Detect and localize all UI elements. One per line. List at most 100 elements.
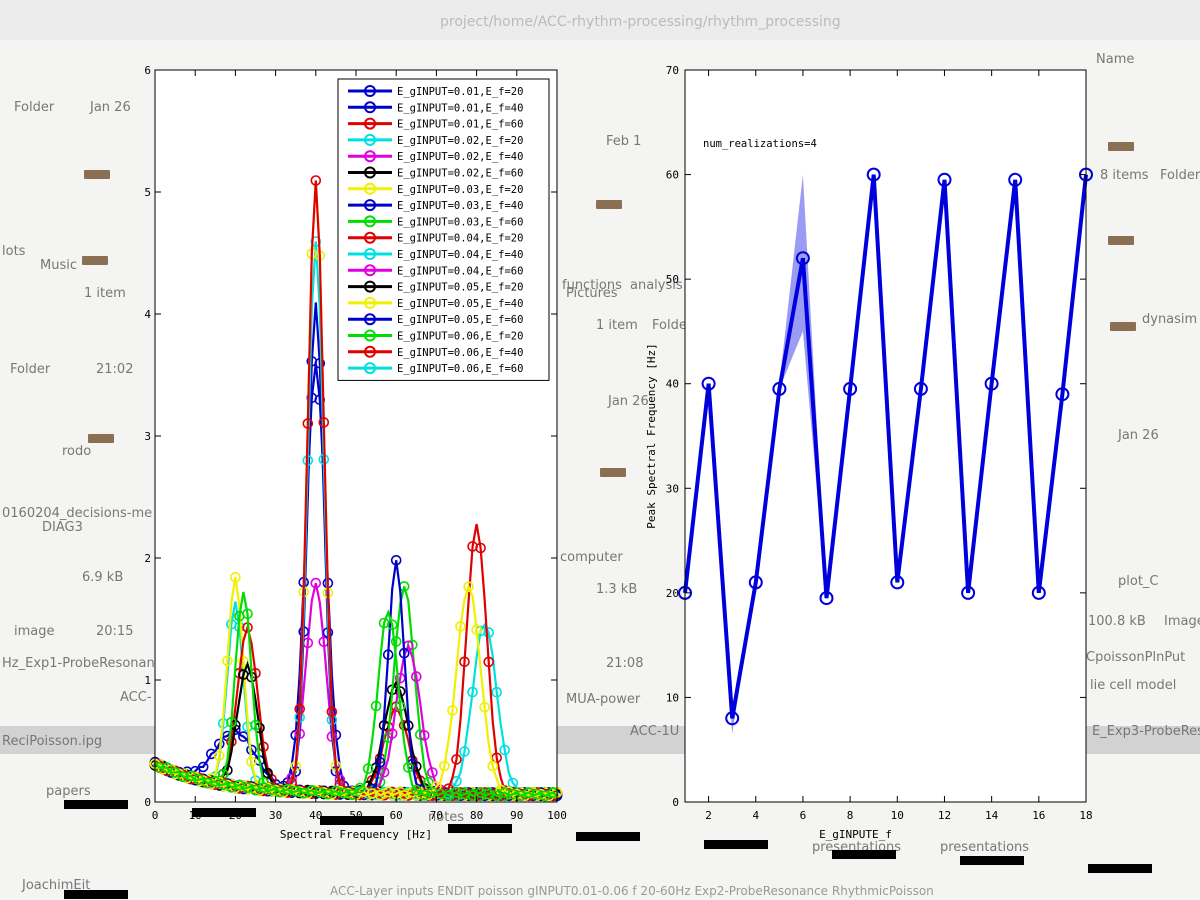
series-17-marker [310, 175, 322, 186]
data-point [984, 376, 999, 391]
peak-frequency-line [683, 174, 1088, 719]
series-16-marker [226, 716, 237, 728]
file-label: Jan 26 [1118, 428, 1159, 443]
file-label: Jan 26 [90, 100, 131, 115]
file-label: 20:15 [96, 624, 134, 639]
legend-swatch-marker [364, 231, 376, 244]
legend-entry: E_gINPUT=0.03,E_f=20 [397, 184, 523, 196]
data-point [1008, 172, 1023, 187]
legend-swatch-marker [364, 199, 376, 212]
data-point [772, 381, 787, 396]
file-label: image [14, 624, 55, 639]
folder-icon [1108, 236, 1134, 245]
y-tick-label: 20 [666, 587, 679, 600]
x-tick-label: 20 [229, 809, 242, 822]
y-tick-label: 0 [144, 796, 151, 809]
series-12-marker [418, 730, 430, 741]
file-label: Pictures [566, 286, 618, 301]
file-label: 21:02 [96, 362, 134, 377]
y-tick-label: 2 [144, 552, 151, 565]
series-17-marker [318, 417, 330, 428]
x-tick-label: 16 [1032, 809, 1045, 822]
legend-entry: E_gINPUT=0.03,E_f=40 [397, 200, 523, 212]
series-18-marker [491, 686, 503, 698]
file-label: 6.9 kB [82, 570, 124, 585]
legend-swatch-marker [364, 150, 376, 163]
legend-swatch-marker [364, 329, 376, 342]
series-7-marker [214, 750, 225, 762]
secondary-peak-2-marker [479, 701, 490, 713]
file-label: Folder [1160, 168, 1200, 183]
series-18-marker [467, 686, 478, 698]
status-bar-text: ACC-Layer inputs ENDIT poisson gINPUT0.0… [330, 884, 934, 898]
data-point [866, 167, 881, 182]
y-tick-label: 1 [144, 674, 151, 687]
x-axis-label: E_gINPUTE_f [819, 828, 892, 841]
series-18-marker [459, 746, 470, 757]
x-tick-label: 10 [189, 809, 202, 822]
black-bar [704, 840, 768, 849]
legend-entry: E_gINPUT=0.05,E_f=60 [397, 314, 523, 326]
legend-entry: E_gINPUT=0.01,E_f=60 [397, 119, 523, 131]
folder-icon [88, 434, 114, 443]
data-point [890, 575, 905, 590]
series-7-marker [230, 571, 241, 583]
secondary-peak-1-marker [459, 656, 470, 668]
legend-entry: E_gINPUT=0.05,E_f=20 [397, 282, 523, 294]
black-bar [192, 808, 256, 817]
series-7-marker [222, 655, 233, 667]
folder-icon [82, 256, 108, 265]
series-15-marker [398, 647, 410, 659]
file-label: lie cell model [1090, 678, 1177, 693]
legend-swatch-marker [364, 133, 376, 146]
file-label: JoachimEit [22, 878, 91, 893]
y-tick-label: 60 [666, 169, 679, 182]
file-label: Folder [652, 318, 693, 333]
black-bar [64, 890, 128, 899]
data-point [961, 585, 976, 600]
file-label: dynasim [1142, 312, 1198, 327]
series-15-marker [374, 756, 386, 768]
series-13-marker [262, 767, 273, 779]
background-header-strip [0, 0, 1200, 40]
plot-frame [684, 69, 1087, 803]
file-label: 21:08 [606, 656, 644, 671]
legend-swatch-marker [364, 101, 376, 114]
file-label: E_Exp3-ProbeReso [1092, 724, 1200, 739]
black-bar [832, 850, 896, 859]
data-point [725, 711, 740, 726]
secondary-peak-3-marker [386, 619, 398, 631]
series-12-marker [378, 766, 390, 778]
file-label: functions [562, 278, 622, 293]
x-tick-label: 30 [269, 809, 282, 822]
legend-entry: E_gINPUT=0.02,E_f=40 [397, 151, 523, 163]
x-tick-label: 90 [510, 809, 523, 822]
legend-entry: E_gINPUT=0.02,E_f=20 [397, 135, 523, 147]
x-tick-label: 12 [938, 809, 951, 822]
file-label: rodo [62, 444, 92, 459]
y-axis-label: Peak Spectral Frequency [Hz] [645, 343, 658, 528]
window-title-path: project/home/ACC-rhythm-processing/rhyth… [440, 14, 841, 30]
file-label: analysis [630, 278, 683, 293]
folder-icon [84, 170, 110, 179]
series-1-marker [197, 761, 209, 773]
file-label: ReciPoisson.ipg [2, 734, 103, 749]
secondary-peak-3-marker [177, 771, 189, 783]
data-point [795, 251, 810, 266]
series-18-marker [483, 627, 495, 638]
secondary-peak-3-marker [169, 767, 181, 778]
data-point [701, 376, 716, 391]
series-9-marker [390, 636, 402, 647]
file-label: notes [428, 810, 465, 825]
secondary-peak-3-marker [402, 762, 414, 773]
series-18-marker [499, 744, 511, 756]
file-label: 1 item [84, 286, 126, 301]
secondary-peak-3-marker [161, 762, 173, 774]
legend-entry: E_gINPUT=0.05,E_f=40 [397, 298, 523, 310]
y-tick-label: 0 [672, 796, 679, 809]
x-tick-label: 8 [847, 809, 854, 822]
series-17-marker [326, 706, 338, 718]
secondary-peak-3-marker [410, 784, 422, 796]
x-tick-label: 14 [985, 809, 999, 822]
